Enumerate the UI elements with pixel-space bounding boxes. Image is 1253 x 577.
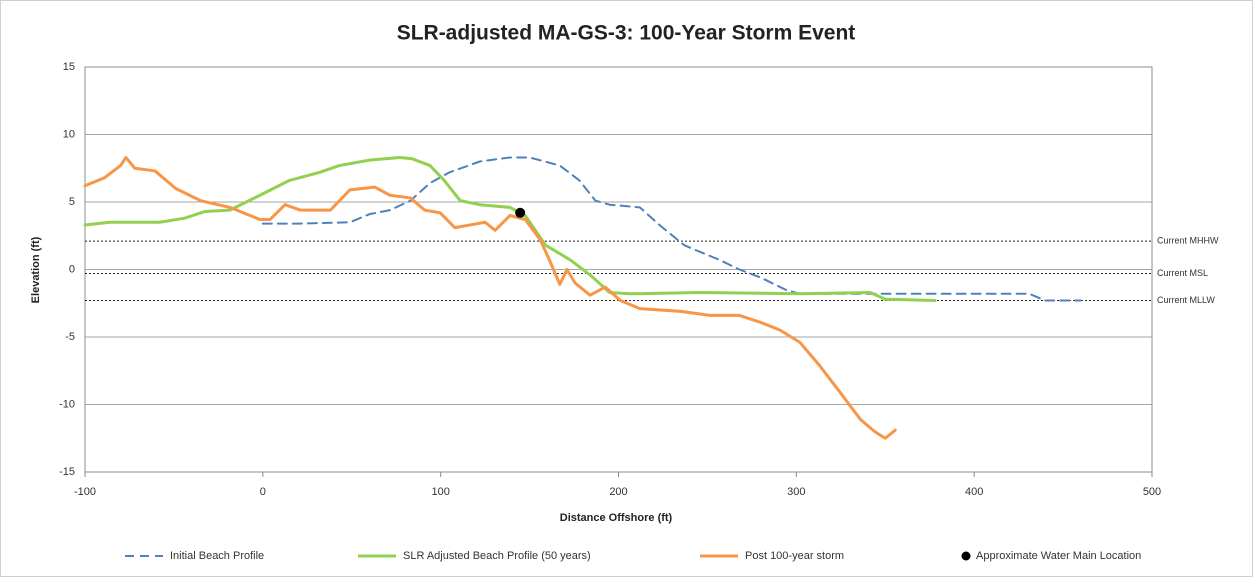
marker [515,207,526,218]
x-tick-label: 200 [609,486,627,498]
x-axis-title: Distance Offshore (ft) [560,512,673,524]
y-tick-label: -5 [65,331,75,343]
y-tick-label: 10 [63,128,75,140]
y-tick-label: -10 [59,398,75,410]
reference-label: Current MSL [1157,268,1208,278]
y-tick-label: 0 [69,263,75,275]
legend-label: SLR Adjusted Beach Profile (50 years) [403,550,591,562]
legend-marker [961,551,971,561]
y-axis-title: Elevation (ft) [30,236,42,303]
legend-label: Initial Beach Profile [170,550,264,562]
plot-area [84,66,1153,473]
x-tick-label: 500 [1143,486,1161,498]
x-tick-label: -100 [74,486,96,498]
y-tick-label: 5 [69,196,75,208]
x-tick-label: 100 [431,486,449,498]
y-tick-label: 15 [63,61,75,73]
legend-label: Post 100-year storm [745,550,844,562]
reference-label: Current MHHW [1157,236,1219,246]
x-tick-label: 400 [965,486,983,498]
x-tick-label: 300 [787,486,805,498]
legend-label: Approximate Water Main Location [976,550,1141,562]
series-line [83,155,897,440]
x-tick-label: 0 [260,486,266,498]
series-line [261,156,1082,302]
y-tick-label: -15 [59,466,75,478]
chart-title: SLR-adjusted MA-GS-3: 100-Year Storm Eve… [397,22,856,45]
series-line [83,155,937,303]
reference-label: Current MLLW [1157,295,1215,305]
